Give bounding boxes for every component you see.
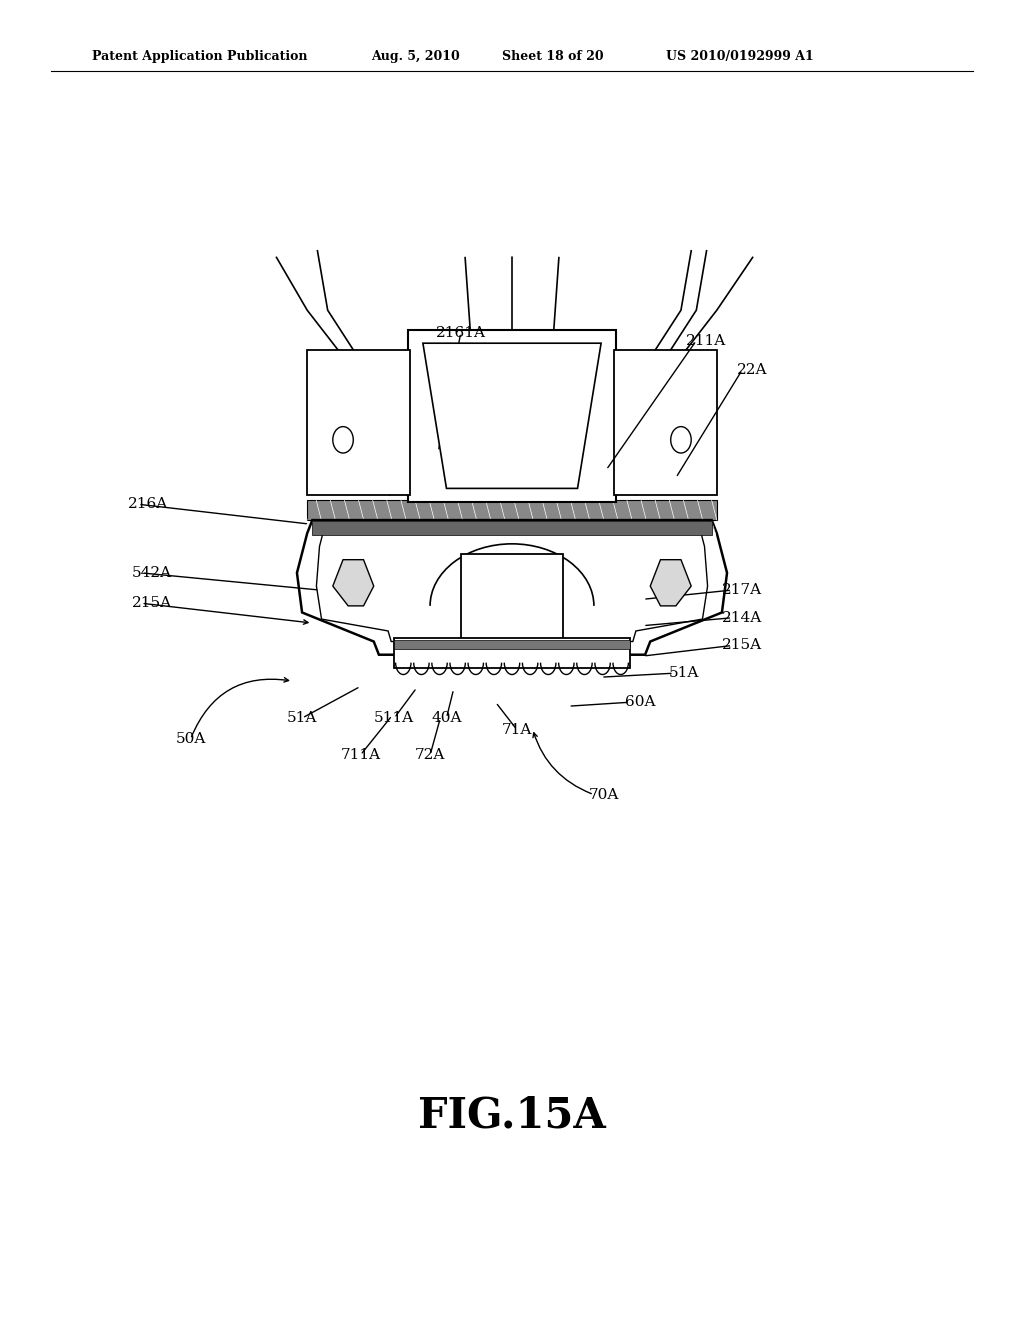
Bar (307, 500, 717, 520)
Text: 50A: 50A (175, 733, 206, 746)
Text: 72A: 72A (415, 748, 445, 762)
Text: 215A: 215A (722, 639, 763, 652)
Bar (307, 350, 410, 495)
Text: 71A: 71A (502, 723, 532, 737)
Text: FIG.15A: FIG.15A (418, 1094, 606, 1137)
Text: 51A: 51A (669, 667, 699, 680)
Text: 60A: 60A (625, 696, 655, 709)
Bar (614, 350, 717, 495)
Polygon shape (423, 343, 601, 488)
Text: 22A: 22A (737, 363, 768, 376)
Polygon shape (333, 560, 374, 606)
Bar (461, 554, 563, 649)
Bar (394, 640, 630, 649)
Text: 216A: 216A (128, 498, 169, 511)
Text: 40A: 40A (431, 711, 462, 725)
Polygon shape (316, 527, 708, 642)
Polygon shape (650, 560, 691, 606)
Text: Patent Application Publication: Patent Application Publication (92, 50, 307, 63)
Text: 711A: 711A (340, 748, 381, 762)
Text: Sheet 18 of 20: Sheet 18 of 20 (502, 50, 603, 63)
Text: US 2010/0192999 A1: US 2010/0192999 A1 (666, 50, 813, 63)
Polygon shape (297, 520, 727, 655)
Text: 542A: 542A (131, 566, 172, 579)
Text: 51A: 51A (287, 711, 317, 725)
Text: Aug. 5, 2010: Aug. 5, 2010 (371, 50, 460, 63)
Text: 70A: 70A (589, 788, 620, 801)
Text: 215A: 215A (131, 597, 172, 610)
Text: 511A: 511A (374, 711, 415, 725)
Bar (312, 521, 712, 535)
Bar (408, 330, 616, 502)
Text: 2161A: 2161A (436, 326, 485, 339)
Text: 214A: 214A (722, 611, 763, 624)
Text: 211A: 211A (686, 334, 727, 347)
Bar (394, 638, 630, 668)
Text: 217A: 217A (722, 583, 763, 597)
